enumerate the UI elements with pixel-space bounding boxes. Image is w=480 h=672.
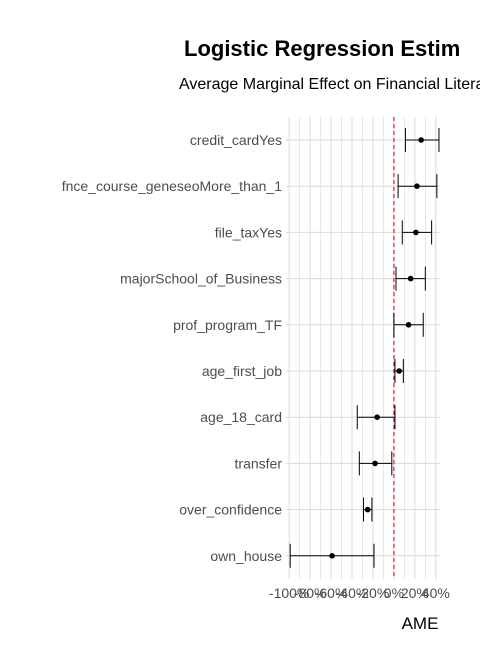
point-majorSchool_of_Business (407, 275, 414, 282)
x-tick-label: 40% (422, 585, 450, 601)
point-prof_program_TF (405, 322, 412, 328)
point-transfer (372, 460, 378, 467)
point-age_18_card (374, 414, 380, 421)
y-tick-label-majorSchool_of_Business: majorSchool_of_Business (120, 271, 282, 287)
point-own_house (329, 553, 335, 559)
y-tick-label-age_first_job: age_first_job (202, 363, 282, 379)
y-tick-label-file_taxYes: file_taxYes (215, 224, 282, 240)
x-tick-label: -60% (315, 585, 348, 601)
chart-subtitle: Average Marginal Effect on Financial Lit… (179, 76, 480, 93)
x-tick-label: 0% (384, 585, 404, 601)
chart-title: Logistic Regression Estim (184, 36, 461, 61)
y-tick-labels: credit_cardYes fnce_course_geneseoMore_th… (62, 132, 283, 564)
point-age_first_job (396, 368, 402, 374)
x-tick-labels: -100%-80%-60%-40%-20%0%20%40% (269, 585, 450, 601)
x-tick-label: -40% (336, 585, 369, 601)
point-over_confidence (364, 506, 371, 513)
point-credit_cardYes (418, 137, 424, 143)
x-tick-label: -20% (357, 585, 390, 601)
y-tick-label-credit_cardYes: credit_cardYes (190, 132, 282, 148)
point-fnce_course_geneseoMore_than_1 (414, 183, 420, 189)
y-tick-label-over_confidence: over_confidence (179, 502, 282, 518)
y-tick-label-prof_program_TF: prof_program_TF (173, 317, 282, 333)
y-tick-label-age_18_card: age_18_card (200, 409, 282, 425)
errorbar-layer (289, 128, 440, 568)
y-tick-label-own_house: own_house (210, 548, 282, 564)
x-tick-label: 20% (401, 585, 429, 601)
y-tick-label-fnce_course_geneseoMore_than_1: fnce_course_geneseoMore_than_1 (62, 178, 282, 194)
point-file_taxYes (413, 229, 419, 236)
point-layer (329, 137, 424, 559)
y-tick-label-transfer: transfer (235, 455, 283, 471)
x-tick-label: -80% (294, 585, 327, 601)
x-tick-label: -100% (269, 585, 309, 601)
x-axis-label: AME (402, 614, 439, 633)
